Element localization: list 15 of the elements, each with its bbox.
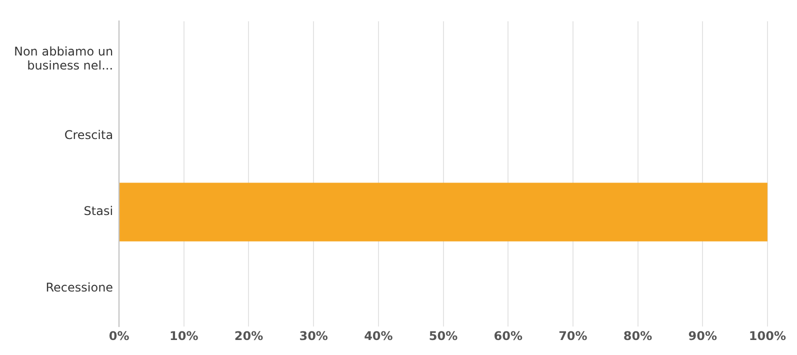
y-tick-label: Stasi [84,204,114,218]
x-tick-label: 10% [170,328,198,343]
y-tick-label: Recessione [46,280,114,295]
x-tick-label: 100% [748,328,786,343]
y-tick-label: Crescita [64,128,114,142]
x-tick-label: 40% [364,328,393,343]
x-tick-label: 80% [623,328,652,343]
x-tick-label: 60% [494,328,522,343]
x-tick-label: 20% [234,328,264,343]
y-tick-label: Non abbiamo un business nel... [14,44,114,73]
x-tick-label: 90% [688,328,717,343]
x-tick-label: 30% [299,328,328,343]
x-tick-label: 50% [428,328,458,343]
x-tick-label: 0% [108,328,130,343]
x-tick-label: 70% [558,328,588,343]
